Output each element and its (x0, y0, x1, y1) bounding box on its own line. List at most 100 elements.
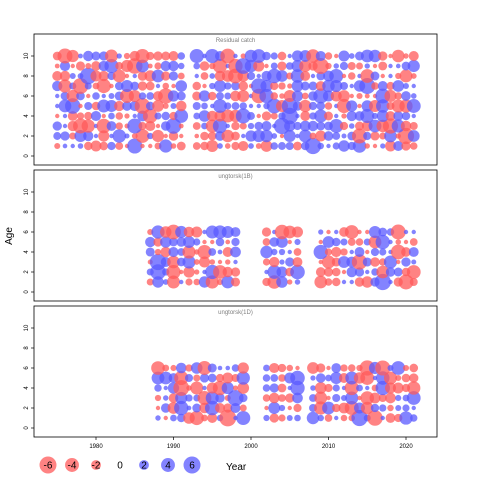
bubble (182, 255, 196, 269)
bubble (306, 411, 320, 425)
bubble (147, 63, 153, 69)
bubble (362, 257, 372, 267)
bubble (130, 81, 140, 91)
bubble (207, 131, 217, 141)
bubble (402, 364, 410, 372)
bubble (185, 394, 193, 402)
y-tick-label: 10 (24, 188, 30, 195)
bubble (276, 70, 288, 82)
bubble (314, 275, 328, 289)
bubble (310, 375, 316, 381)
bubble (314, 382, 327, 394)
bubble (60, 131, 70, 141)
bubble (78, 53, 83, 59)
bubble (233, 53, 238, 59)
bubble (193, 374, 201, 382)
bubble (356, 384, 363, 392)
legend: -6 -4 -2 0 2 4 6 (39, 456, 201, 474)
bubble (239, 404, 247, 412)
bubble (101, 113, 106, 119)
bubble (162, 103, 169, 109)
legend-item: 2 (139, 460, 149, 472)
bubble (411, 113, 416, 119)
bubble (326, 229, 331, 235)
bubble (209, 73, 216, 79)
bubble (333, 63, 339, 69)
bubble (383, 371, 398, 385)
bubble (215, 373, 225, 383)
bubble (262, 258, 271, 266)
bubble (271, 248, 278, 256)
bubble (408, 247, 419, 257)
bubble (363, 131, 372, 141)
bubble (334, 229, 339, 235)
panel-1: Residual catch 0 2 4 6 8 10 (24, 33, 438, 166)
bubble (367, 410, 383, 426)
bubble (346, 110, 357, 122)
bubble (291, 80, 304, 92)
bubble (260, 245, 273, 259)
bubble (92, 92, 100, 100)
bubble (216, 92, 224, 100)
bubble (233, 259, 238, 265)
bubble (264, 63, 269, 69)
bubble (285, 62, 294, 70)
bubble (221, 381, 234, 395)
y-tick-label: 6 (24, 94, 30, 98)
bubble (326, 143, 331, 149)
bubble (76, 91, 85, 101)
bubble (148, 143, 153, 149)
bubble (59, 70, 71, 82)
bubble (365, 385, 370, 391)
bubble (178, 123, 184, 129)
bubble (410, 142, 418, 150)
bubble (209, 82, 216, 90)
bubble (115, 122, 123, 130)
bubble (154, 394, 162, 402)
bubble (285, 141, 294, 151)
bubble (341, 279, 347, 285)
bubble (338, 256, 350, 268)
bubble (115, 142, 124, 150)
bubble (376, 110, 389, 122)
bubble (145, 247, 155, 257)
bubble (338, 90, 350, 102)
bubble (388, 239, 393, 245)
bubble (399, 69, 413, 83)
bubble (155, 83, 161, 89)
bubble (301, 92, 309, 100)
bubble (193, 278, 201, 286)
bubble (317, 414, 324, 422)
bubble (316, 121, 326, 131)
bubble (182, 245, 196, 259)
bubble (292, 226, 303, 238)
bubble (287, 53, 292, 59)
bubble (220, 48, 236, 64)
bubble (372, 63, 378, 69)
bubble (189, 48, 204, 64)
bubble (235, 108, 251, 124)
bubble (199, 373, 210, 383)
bubble (179, 269, 184, 275)
bubble (400, 120, 412, 132)
bubble (151, 69, 165, 83)
bubble (231, 121, 240, 131)
bubble (213, 99, 227, 113)
bubble (239, 122, 247, 130)
legend-label: -4 (68, 461, 77, 472)
panel-3: ungtorsk(1D) 0 2 4 6 8 10 1980 1990 2000 2010 2020 (24, 305, 438, 450)
bubble (391, 49, 405, 63)
bubble (309, 132, 317, 140)
bubble (55, 113, 60, 119)
bubble (115, 62, 124, 70)
bubble (347, 61, 356, 71)
bubble (76, 112, 85, 120)
bubble (174, 109, 189, 123)
bubble (132, 73, 137, 79)
bubble (261, 121, 272, 131)
bubble (162, 82, 170, 90)
bubble (393, 267, 403, 277)
bubble (116, 53, 122, 59)
bubble (230, 277, 241, 287)
bubble (348, 123, 355, 129)
